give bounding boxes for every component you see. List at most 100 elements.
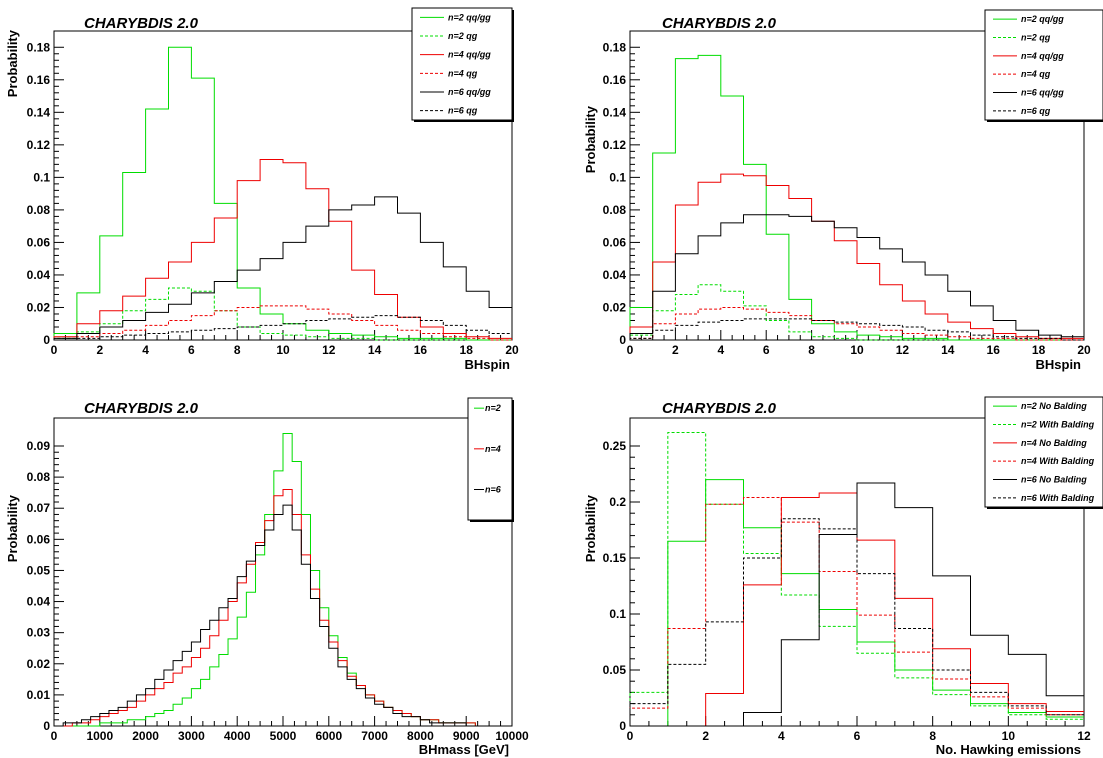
y-tick-label: 0 <box>43 333 50 347</box>
legend: n=2 n=4 n=6 <box>467 397 514 522</box>
legend-label: n=2 qq/gg <box>1021 14 1064 24</box>
y-tick-label: 0.1 <box>33 170 50 184</box>
legend-label: n=2 qg <box>448 31 478 41</box>
legend-label: n=6 With Balding <box>1021 493 1095 503</box>
series-n-4-qg-histogram <box>629 306 1084 341</box>
y-tick-label: 0.1 <box>609 170 626 184</box>
legend-label: n=4 qq/gg <box>1021 51 1064 61</box>
y-tick-label: 0.09 <box>27 439 51 453</box>
plot-area: 0 0.02 0.04 0.06 0.08 0.1 0.12 0.14 0.16 0.18 0 2 4 6… <box>603 30 1091 357</box>
x-tick-label: 4 <box>717 343 724 357</box>
x-tick-label: 12 <box>896 343 910 357</box>
x-tick-label: 2000 <box>132 729 159 743</box>
y-tick-label: 0.06 <box>603 235 627 249</box>
x-tick-label: 6000 <box>315 729 342 743</box>
legend-label: n=6 qg <box>448 106 478 116</box>
plot-area: 0 0.01 0.02 0.03 0.04 0.05 0.06 0.07 0.08 0.09 0 10… <box>27 417 529 743</box>
y-tick-label: 0.02 <box>27 300 51 314</box>
x-tick-label: 8000 <box>407 729 434 743</box>
panel-title: CHARYBDIS 2.0 <box>662 400 777 417</box>
legend: n=2 No Balding n=2 With Balding n=4 No Bal… <box>984 396 1103 509</box>
y-tick-label: 0.02 <box>603 300 627 314</box>
legend-label: n=4 qq/gg <box>448 50 491 60</box>
x-tick-label: 12 <box>1077 729 1091 743</box>
legend-label: n=4 With Balding <box>1021 456 1095 466</box>
legend-label: n=6 qq/gg <box>448 87 491 97</box>
y-tick-label: 0.08 <box>27 203 51 217</box>
legend-box <box>984 396 1103 508</box>
y-axis-label: Probability <box>5 494 20 562</box>
x-tick-label: 0 <box>51 343 58 357</box>
legend: n=2 qq/gg n=2 qg n=4 qq/gg n=4 qg n=6 qq/gg n… <box>411 7 514 122</box>
y-tick-label: 0.05 <box>603 663 627 677</box>
x-tick-label: 4 <box>142 343 149 357</box>
legend-label: n=4 <box>485 444 501 454</box>
series-n-6-with-balding-histogram <box>629 518 1084 726</box>
legend-label: n=4 qg <box>448 68 478 78</box>
legend-box <box>984 9 1103 121</box>
legend-label: n=6 No Balding <box>1021 475 1087 485</box>
series-n-6-no-balding-histogram <box>630 482 1084 727</box>
y-tick-label: 0.02 <box>27 657 51 671</box>
y-tick-label: 0.05 <box>27 563 51 577</box>
panel-spin-alternative: CHARYBDIS 2.0 0 0.02 0.04 0.06 0.08 0.1 0.12 0.… <box>583 9 1103 372</box>
y-tick-label: 0.1 <box>609 607 626 621</box>
y-tick-label: 0.04 <box>27 595 51 609</box>
x-tick-label: 6 <box>188 343 195 357</box>
x-tick-label: 2 <box>96 343 103 357</box>
legend-box <box>467 397 513 521</box>
x-axis-label: BHspin <box>1036 357 1082 372</box>
x-tick-label: 18 <box>460 343 474 357</box>
x-tick-label: 20 <box>505 343 519 357</box>
y-tick-label: 0.07 <box>27 501 51 515</box>
y-tick-label: 0.12 <box>603 138 627 152</box>
series-n-4-qg-histogram <box>54 305 512 341</box>
series-n-6-qg-histogram <box>54 315 512 341</box>
y-tick-label: 0.06 <box>27 235 51 249</box>
y-tick-label: 0.06 <box>27 532 51 546</box>
legend-label: n=2 <box>485 403 501 413</box>
y-tick-label: 0.01 <box>27 688 51 702</box>
x-axis-label: No. Hawking emissions <box>936 742 1081 757</box>
series-n-2-qq-gg-histogram <box>53 46 512 341</box>
x-tick-label: 16 <box>987 343 1001 357</box>
y-axis-label: Probability <box>583 105 598 173</box>
y-tick-label: 0.08 <box>603 203 627 217</box>
y-tick-label: 0.14 <box>603 105 627 119</box>
plot-area: 0 0.02 0.04 0.06 0.08 0.1 0.12 0.14 0.16 0.18 0 2 4 6… <box>27 30 519 357</box>
y-tick-label: 0.03 <box>27 626 51 640</box>
y-tick-label: 0.08 <box>27 470 51 484</box>
x-tick-label: 9000 <box>453 729 480 743</box>
x-tick-label: 12 <box>322 343 336 357</box>
series-n-2-qg-histogram <box>629 284 1084 341</box>
series-n-4-qq-gg-histogram <box>629 173 1084 340</box>
series-n-6-qq-gg-histogram <box>629 214 1084 340</box>
legend-label: n=2 With Balding <box>1021 420 1095 430</box>
legend-label: n=6 qg <box>1021 106 1051 116</box>
series-n-4-with-balding-histogram <box>629 497 1084 726</box>
panel-mass: CHARYBDIS 2.0 00.010.020.030.040.050.060… <box>5 397 529 757</box>
y-tick-label: 0.25 <box>603 439 627 453</box>
y-tick-label: 0 <box>619 719 626 733</box>
x-tick-label: 18 <box>1032 343 1046 357</box>
x-axis-label: BHspin <box>465 357 511 372</box>
legend-box <box>411 7 513 121</box>
x-tick-label: 8 <box>808 343 815 357</box>
plot-area: 0 0.05 0.1 0.15 0.2 0.25 0 2 4 6 8 10 12 <box>603 417 1091 743</box>
x-axis-label: BHmass [GeV] <box>419 742 509 757</box>
x-tick-label: 0 <box>627 729 634 743</box>
y-tick-label: 0.15 <box>603 551 627 565</box>
legend-label: n=6 qq/gg <box>1021 88 1064 98</box>
x-tick-label: 2 <box>702 729 709 743</box>
x-tick-label: 14 <box>368 343 382 357</box>
y-tick-label: 0.12 <box>27 138 51 152</box>
y-tick-label: 0.04 <box>603 268 627 282</box>
x-tick-label: 10000 <box>495 729 529 743</box>
x-tick-label: 20 <box>1077 343 1091 357</box>
x-tick-label: 8 <box>234 343 241 357</box>
y-axis-label: Probability <box>5 29 20 97</box>
series-n-6-qg-histogram <box>629 318 1084 341</box>
x-tick-label: 14 <box>941 343 955 357</box>
panel-title: CHARYBDIS 2.0 <box>662 15 777 32</box>
